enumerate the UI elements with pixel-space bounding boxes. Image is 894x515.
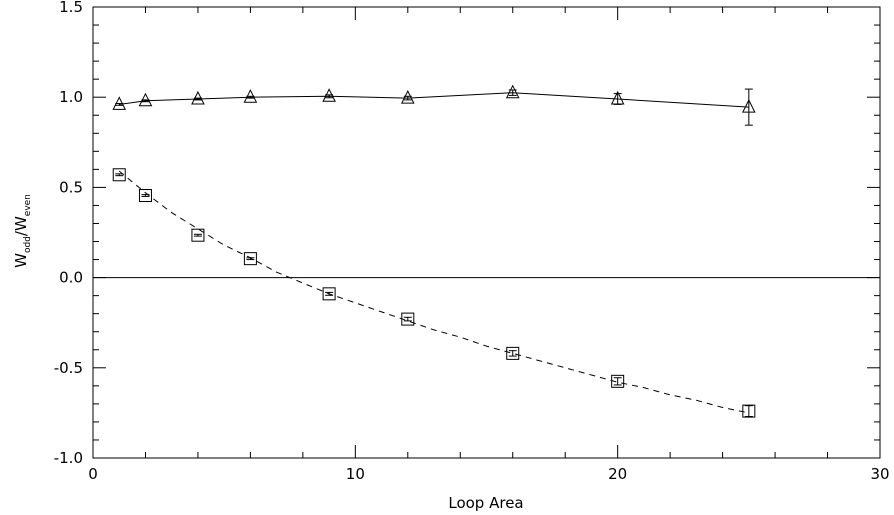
square-marker [112, 168, 126, 182]
y-axis-label-base-2: W [12, 216, 30, 231]
y-tick-label: -0.5 [54, 359, 83, 377]
triangle-marker [138, 92, 153, 107]
x-tick-label: 30 [870, 465, 889, 483]
series-line [119, 92, 749, 108]
square-marker [742, 404, 756, 418]
x-tick-label: 0 [88, 465, 98, 483]
y-axis-label: Wodd/Weven [12, 194, 33, 268]
series-3 [118, 170, 749, 414]
triangle-marker [610, 90, 625, 105]
y-tick-label: -1.0 [54, 449, 83, 467]
series-layer [112, 84, 756, 418]
triangle-marker [243, 89, 258, 103]
x-axis-label: Loop Area [448, 494, 523, 512]
series-1 [112, 84, 756, 126]
y-axis-label-num-sub: odd [23, 236, 33, 253]
y-tick-label: 0.5 [59, 178, 83, 196]
y-tick-label: 0.0 [59, 269, 83, 287]
square-marker [243, 252, 257, 266]
plot-frame [92, 6, 881, 459]
square-marker [506, 346, 520, 360]
triangle-marker [322, 88, 336, 102]
triangle-marker [112, 96, 127, 110]
y-tick-label: 1.0 [59, 88, 83, 106]
square-marker [322, 287, 336, 301]
dashed-fit-line [118, 170, 749, 414]
ticks: 0 10 20 30 -1.0 -0.5 0.0 0.5 1.0 1.5 [54, 0, 890, 483]
y-axis-label-slash: / [12, 230, 30, 236]
triangle-marker [505, 84, 520, 99]
triangle-marker [742, 99, 756, 113]
triangle-marker [400, 89, 415, 104]
square-marker [138, 189, 152, 203]
y-axis-label-den-sub: even [23, 194, 33, 216]
square-marker [611, 374, 625, 388]
plot-border [92, 6, 881, 459]
series-2 [112, 168, 756, 418]
square-marker [191, 228, 205, 242]
y-axis-label-base: W [12, 253, 30, 268]
x-tick-label: 10 [346, 465, 365, 483]
x-tick-label: 20 [608, 465, 627, 483]
y-tick-label: 1.5 [59, 0, 83, 16]
triangle-marker [191, 90, 205, 105]
